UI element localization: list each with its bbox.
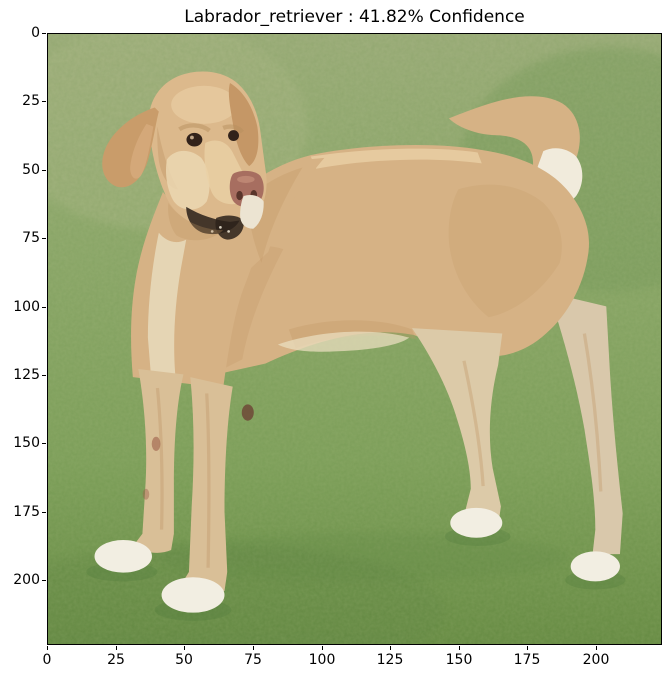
y-tick-label: 175 bbox=[13, 504, 40, 520]
x-tick-label: 175 bbox=[513, 652, 541, 668]
dog-whisker-dots bbox=[210, 225, 230, 233]
dog-front-leg-left bbox=[134, 368, 184, 553]
dog-hind-leg-far bbox=[548, 292, 623, 555]
dog-photo bbox=[48, 34, 661, 644]
y-tick-label: 75 bbox=[22, 230, 40, 246]
x-tick-label: 75 bbox=[244, 652, 262, 668]
dog-haunch-shading bbox=[448, 184, 562, 318]
dog-leg-shading-lines bbox=[155, 333, 603, 568]
dog-chest-white bbox=[147, 232, 187, 375]
y-tick bbox=[42, 580, 46, 581]
y-tick-label: 125 bbox=[13, 367, 40, 383]
dog-ear-left-inner bbox=[130, 123, 154, 179]
dog-ear-right bbox=[228, 83, 259, 167]
x-tick-label: 150 bbox=[445, 652, 473, 668]
x-tick bbox=[527, 646, 528, 650]
x-tick-label: 0 bbox=[42, 652, 52, 668]
x-tick bbox=[322, 646, 323, 650]
dog-chin-white bbox=[240, 194, 264, 229]
dog-belly-white bbox=[277, 331, 410, 352]
plot-title: Labrador_retriever : 41.82% Confidence bbox=[184, 7, 525, 27]
y-tick bbox=[42, 307, 46, 308]
x-tick-label: 100 bbox=[308, 652, 336, 668]
x-tick bbox=[459, 646, 460, 650]
y-tick-label: 200 bbox=[13, 572, 40, 588]
dog-cheek bbox=[165, 150, 210, 210]
y-tick-label: 150 bbox=[13, 435, 40, 451]
x-tick bbox=[253, 646, 254, 650]
x-tick bbox=[47, 646, 48, 650]
dog-nose-shine bbox=[237, 175, 255, 183]
dog-eye-left bbox=[186, 132, 203, 147]
x-tick bbox=[596, 646, 597, 650]
y-tick-label: 100 bbox=[13, 299, 40, 315]
dog-front-leg-right bbox=[180, 377, 233, 594]
dog-eye-right bbox=[228, 130, 240, 142]
y-tick bbox=[42, 238, 46, 239]
y-tick bbox=[42, 33, 46, 34]
y-tick bbox=[42, 512, 46, 513]
y-tick bbox=[42, 443, 46, 444]
dog-body bbox=[193, 144, 589, 378]
x-tick-label: 125 bbox=[376, 652, 404, 668]
dog-hind-leg-near bbox=[411, 328, 503, 529]
x-tick-label: 50 bbox=[175, 652, 193, 668]
dog-chin-dark bbox=[215, 215, 244, 240]
x-tick bbox=[116, 646, 117, 650]
x-tick-label: 200 bbox=[582, 652, 610, 668]
dog-paws bbox=[94, 507, 620, 613]
dog-jaw-shadow bbox=[168, 202, 224, 241]
plot-area bbox=[47, 33, 662, 645]
y-tick bbox=[42, 170, 46, 171]
y-tick-label: 25 bbox=[22, 93, 40, 109]
dog-brow-lines bbox=[178, 123, 245, 134]
dog-back-highlight bbox=[310, 148, 482, 169]
x-tick bbox=[390, 646, 391, 650]
x-tick bbox=[184, 646, 185, 650]
y-tick bbox=[42, 101, 46, 102]
y-tick-label: 0 bbox=[31, 25, 40, 41]
dog-eye-left-highlight bbox=[190, 135, 194, 140]
dog-nostril-left bbox=[236, 190, 243, 201]
y-tick-label: 50 bbox=[22, 162, 40, 178]
y-tick bbox=[42, 375, 46, 376]
x-tick-label: 25 bbox=[107, 652, 125, 668]
dog-fur-spots bbox=[142, 404, 254, 500]
dog-forehead-highlight bbox=[171, 85, 237, 124]
